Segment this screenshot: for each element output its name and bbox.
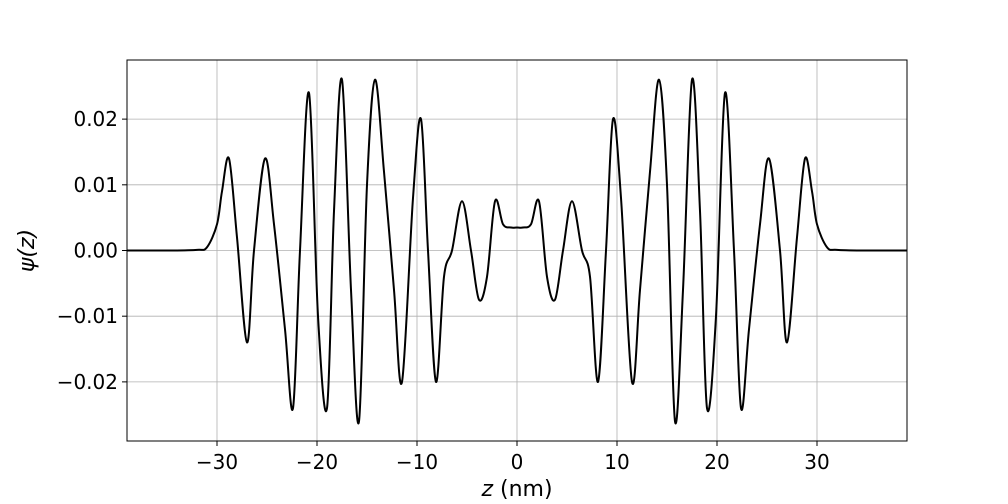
x-tick-label: 10 [604, 450, 629, 474]
x-tick-label: −20 [296, 450, 338, 474]
plot-frame [126, 59, 908, 442]
x-axis-label-var: z [480, 477, 493, 502]
y-axis-label: ψ(z) [15, 229, 40, 272]
x-tick-labels: −30 −20 −10 0 10 20 30 [196, 450, 830, 474]
x-axis-label: z (nm) [480, 477, 552, 502]
y-tick-label: −0.02 [57, 370, 118, 394]
y-tick-label: 0.02 [73, 107, 118, 131]
x-tick-label: −30 [196, 450, 238, 474]
x-tick-label: 20 [704, 450, 729, 474]
y-tick-label: −0.01 [57, 304, 118, 328]
y-tick-label: 0.01 [73, 173, 118, 197]
x-tick-label: 30 [804, 450, 829, 474]
x-tick-label: −10 [396, 450, 438, 474]
y-tick-labels: −0.02 −0.01 0.00 0.01 0.02 [57, 107, 118, 394]
y-tick-label: 0.00 [73, 239, 118, 263]
x-tick-label: 0 [511, 450, 524, 474]
psi-curve [126, 77, 908, 425]
axis-ticks [122, 118, 818, 446]
grid-lines [127, 60, 907, 441]
x-axis-label-unit: (nm) [493, 477, 553, 502]
